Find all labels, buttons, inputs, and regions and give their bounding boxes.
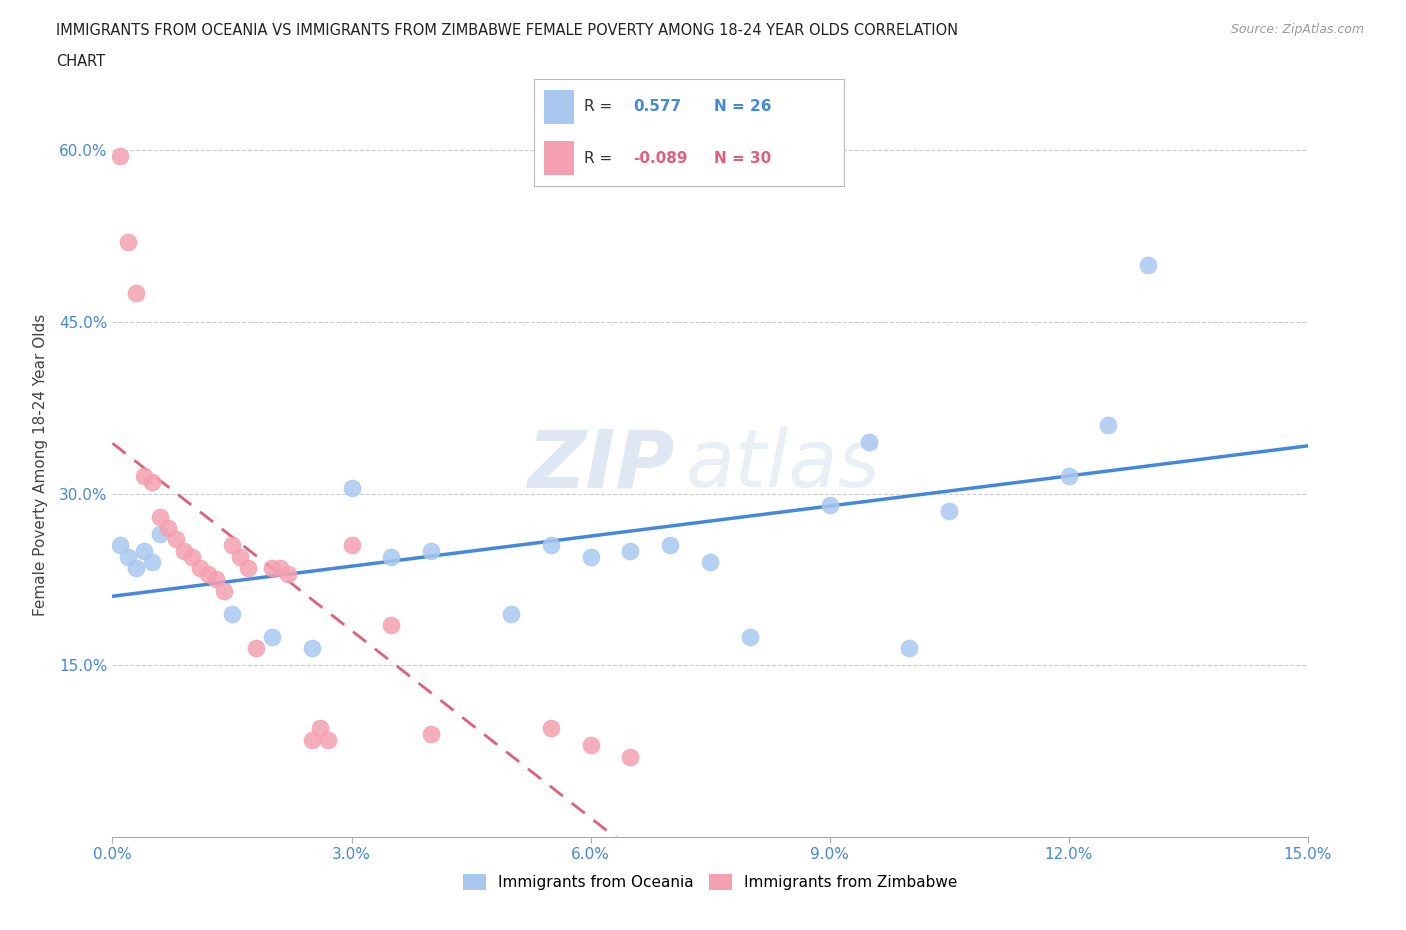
Point [499,606,522,621]
Point [149,509,172,524]
Point [134,543,156,558]
Text: R =: R = [583,100,612,114]
Text: N = 30: N = 30 [714,151,770,166]
Point [117,549,139,564]
Point [898,641,921,656]
Point [221,606,243,621]
Point [818,498,841,512]
Point [188,561,211,576]
Point [221,538,243,552]
Point [205,572,228,587]
Point [301,641,323,656]
Point [540,538,562,552]
Point [125,286,148,300]
FancyBboxPatch shape [544,90,575,124]
Point [340,481,363,496]
Point [579,549,602,564]
Point [157,521,180,536]
Point [579,738,602,753]
Point [212,583,235,598]
Point [1097,418,1119,432]
Text: -0.089: -0.089 [633,151,688,166]
Point [420,726,443,741]
Point [110,538,132,552]
Point [236,561,259,576]
Point [165,532,187,547]
Point [269,561,291,576]
Point [197,566,219,581]
Point [380,618,402,632]
Y-axis label: Female Poverty Among 18-24 Year Olds: Female Poverty Among 18-24 Year Olds [32,314,48,617]
Point [540,721,562,736]
Point [858,434,880,449]
Point [245,641,267,656]
Point [659,538,682,552]
Point [110,149,132,164]
Legend: Immigrants from Oceania, Immigrants from Zimbabwe: Immigrants from Oceania, Immigrants from… [457,868,963,897]
Point [149,526,172,541]
FancyBboxPatch shape [544,141,575,175]
Point [380,549,402,564]
Point [260,630,283,644]
Point [340,538,363,552]
Text: Source: ZipAtlas.com: Source: ZipAtlas.com [1230,23,1364,36]
Point [117,234,139,249]
Text: R =: R = [583,151,612,166]
Point [738,630,761,644]
Point [260,561,283,576]
Point [141,555,163,570]
Point [134,469,156,484]
Point [316,732,339,747]
Point [420,543,443,558]
Point [301,732,323,747]
Point [277,566,299,581]
Point [1057,469,1080,484]
Text: CHART: CHART [56,54,105,69]
Point [173,543,195,558]
Point [308,721,330,736]
Point [938,503,960,518]
Point [619,750,641,764]
Text: 0.577: 0.577 [633,100,682,114]
Text: IMMIGRANTS FROM OCEANIA VS IMMIGRANTS FROM ZIMBABWE FEMALE POVERTY AMONG 18-24 Y: IMMIGRANTS FROM OCEANIA VS IMMIGRANTS FR… [56,23,959,38]
Point [181,549,204,564]
Point [141,474,163,489]
Point [699,555,721,570]
Point [125,561,148,576]
Point [1137,258,1160,272]
Point [619,543,641,558]
Text: ZIP: ZIP [527,426,675,504]
Text: N = 26: N = 26 [714,100,770,114]
Point [229,549,252,564]
Text: atlas: atlas [686,426,882,504]
